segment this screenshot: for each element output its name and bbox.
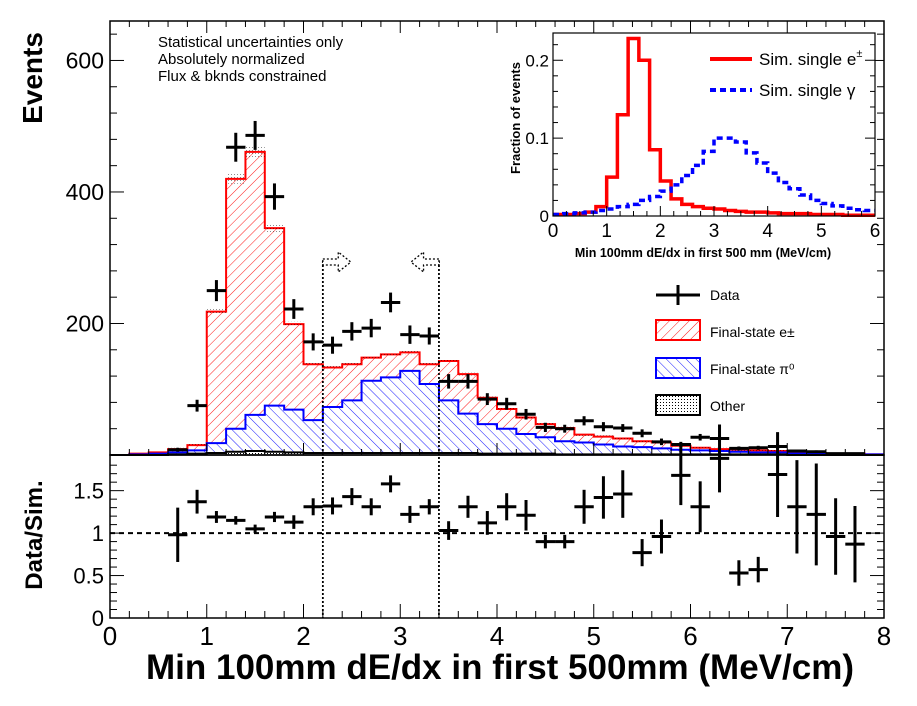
selection-arrow xyxy=(322,250,352,274)
inset-x-tick-label: 5 xyxy=(816,221,827,242)
main-y-tick-label: 400 xyxy=(66,179,104,205)
selection-window xyxy=(321,250,440,618)
mc-uncertainty-band xyxy=(342,362,362,366)
legend-pion-label: Final-state π⁰ xyxy=(710,361,795,377)
x-tick-label: 3 xyxy=(393,621,407,651)
x-tick-label: 7 xyxy=(780,621,794,651)
main-y-tick-label: 600 xyxy=(66,47,104,73)
mc-uncertainty-band xyxy=(574,433,594,436)
legend-pion-swatch xyxy=(655,357,701,379)
inset-x-tick-label: 4 xyxy=(762,221,773,242)
legend: Data Final-state e± Final-state π⁰ Other xyxy=(655,285,795,416)
x-tick-label: 8 xyxy=(877,621,891,651)
mc-uncertainty-band xyxy=(438,359,459,363)
legend-electron-label: Final-state e± xyxy=(710,324,795,340)
inset-legend-electron-label: Sim. single e± xyxy=(759,48,862,69)
inset-x-axis-label: Min 100mm dE/dx in first 500 mm (MeV/cm) xyxy=(575,246,831,260)
inset-y-axis-label: Fraction of events xyxy=(508,62,523,174)
inset-series-0 xyxy=(553,36,875,217)
annotation-line-2: Absolutely normalized xyxy=(158,51,305,68)
x-tick-label: 2 xyxy=(296,621,310,651)
inset-x-tick-label: 6 xyxy=(870,221,881,242)
mc-uncertainty-band xyxy=(206,309,227,315)
ratio-y-tick-label: 1 xyxy=(92,521,104,546)
legend-entry-pion: Final-state π⁰ xyxy=(655,357,795,379)
legend-other-swatch xyxy=(655,394,701,416)
legend-entry-data: Data xyxy=(656,285,740,305)
legend-data-label: Data xyxy=(710,287,740,303)
ratio-y-tick-label: 0 xyxy=(92,606,104,631)
x-tick-label: 6 xyxy=(683,621,697,651)
inset-lines-layer xyxy=(553,36,875,217)
legend-entry-other: Other xyxy=(655,394,745,416)
mc-uncertainty-band xyxy=(613,437,633,440)
inset-x-tick-label: 1 xyxy=(601,221,612,242)
ratio-y-tick-label: 1.5 xyxy=(73,479,104,504)
selection-arrow xyxy=(409,250,440,274)
inset-legend: Sim. single e± Sim. single γ xyxy=(710,48,862,100)
x-tick-label: 0 xyxy=(103,621,117,651)
ratio-y-tick-label: 0.5 xyxy=(73,564,104,589)
inset-y-tick-label: 0.2 xyxy=(525,51,549,70)
stack-fill-1 xyxy=(110,370,884,455)
annotation-line-3: Flux & bknds constrained xyxy=(158,68,326,85)
inset-legend-electron-text: Sim. single e xyxy=(759,50,856,69)
ratio-plot: 0 0.5 1 1.5 0 1 2 3 4 5 6 7 8 Data/Sim. Min 100mm dE… xyxy=(21,424,891,687)
x-axis-label: Min 100mm dE/dx in first 500mm (MeV/cm) xyxy=(146,648,854,687)
inset-x-tick-label: 3 xyxy=(709,221,720,242)
inset-y-tick-label: 0 xyxy=(540,207,549,226)
stack-fill-2 xyxy=(110,151,884,455)
mc-uncertainty-band xyxy=(632,439,652,443)
mc-uncertainty-band xyxy=(400,350,420,355)
mc-uncertainty-band xyxy=(322,365,343,370)
mc-uncertainty-band xyxy=(226,173,246,184)
mc-uncertainty-band xyxy=(361,355,381,360)
ratio-axes: 0 0.5 1 1.5 0 1 2 3 4 5 6 7 8 xyxy=(73,454,891,651)
legend-other-label: Other xyxy=(710,398,745,414)
inset-plot: 0 0.1 0.2 0 1 2 3 4 5 6 Min 100mm dE/dx in first … xyxy=(508,32,881,260)
mc-uncertainty-band xyxy=(690,446,710,450)
mc-uncertainty-band xyxy=(748,449,768,452)
main-y-axis-label: Events xyxy=(17,32,48,124)
x-tick-label: 5 xyxy=(587,621,601,651)
mc-uncertainty-band xyxy=(303,362,323,366)
inset-legend-electron-sup: ± xyxy=(856,48,862,60)
mc-uncertainty-band xyxy=(245,146,265,158)
ratio-data-layer xyxy=(110,424,884,586)
mc-uncertainty-band xyxy=(264,224,285,233)
mc-uncertainty-band xyxy=(284,321,304,327)
inset-axes: 0 0.1 0.2 0 1 2 3 4 5 6 xyxy=(525,32,881,242)
annotation-line-1: Statistical uncertainties only xyxy=(158,34,344,51)
legend-entry-electron: Final-state e± xyxy=(655,319,795,341)
ratio-y-axis-label: Data/Sim. xyxy=(21,480,48,589)
x-tick-label: 4 xyxy=(490,621,504,651)
ratio-frame xyxy=(109,454,885,619)
inset-y-tick-label: 0.1 xyxy=(525,129,549,148)
mc-uncertainty-band xyxy=(593,435,614,438)
inset-x-tick-label: 2 xyxy=(655,221,666,242)
mc-uncertainty-band xyxy=(187,443,207,447)
legend-electron-text: Final-state e± xyxy=(710,324,795,340)
mc-uncertainty-band xyxy=(419,362,439,366)
legend-electron-swatch xyxy=(655,319,701,341)
main-y-tick-label: 200 xyxy=(66,310,104,336)
inset-x-tick-label: 0 xyxy=(548,221,559,242)
main-data-layer xyxy=(168,120,865,456)
inset-series-1 xyxy=(553,136,875,217)
x-tick-label: 1 xyxy=(200,621,214,651)
mc-uncertainty-band xyxy=(380,352,401,357)
inset-legend-gamma-label: Sim. single γ xyxy=(759,81,856,100)
